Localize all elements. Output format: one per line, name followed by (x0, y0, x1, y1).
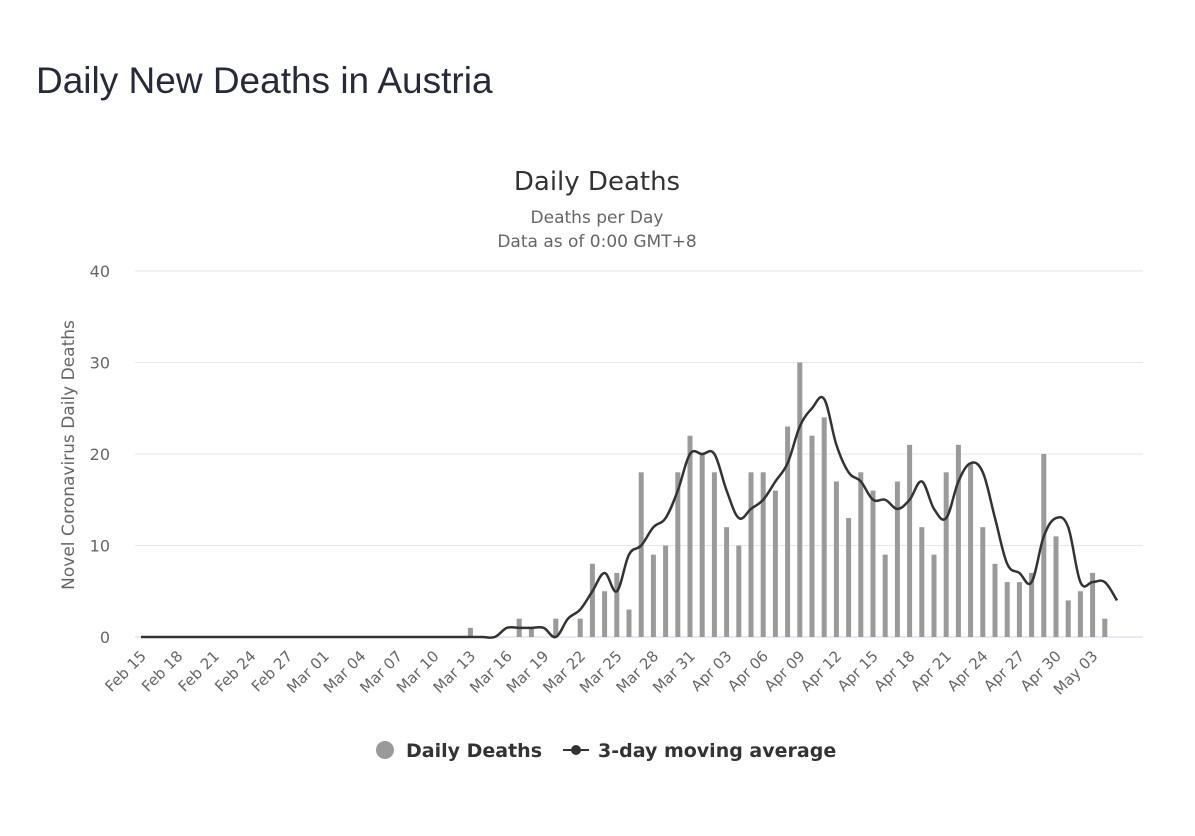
bar[interactable] (1065, 600, 1071, 637)
bar[interactable] (833, 481, 839, 637)
chart-subtitle-line-1: Deaths per Day (531, 208, 664, 228)
bar[interactable] (919, 527, 925, 637)
bar[interactable] (894, 481, 900, 637)
bar[interactable] (907, 444, 913, 637)
bar[interactable] (809, 435, 815, 637)
bar[interactable] (748, 472, 754, 637)
legend-label-moving-average: 3-day moving average (598, 740, 836, 762)
bar[interactable] (955, 444, 961, 637)
bar[interactable] (760, 472, 766, 637)
line-series (141, 395, 1119, 639)
chart-title: Daily Deaths (514, 167, 680, 197)
bar[interactable] (528, 627, 534, 637)
bar[interactable] (797, 362, 803, 638)
bar[interactable] (467, 627, 473, 637)
bar[interactable] (650, 554, 656, 637)
bar[interactable] (870, 490, 876, 637)
legend-item-moving-average[interactable]: 3-day moving average (563, 740, 836, 762)
bar[interactable] (724, 527, 730, 637)
bar[interactable] (1102, 618, 1108, 637)
y-tick-label: 20 (90, 445, 110, 464)
bar-series (467, 362, 1108, 638)
legend-marker-dot (571, 745, 581, 755)
bar[interactable] (1016, 582, 1022, 637)
bar[interactable] (1077, 591, 1083, 637)
bar[interactable] (736, 545, 742, 638)
bar[interactable] (614, 572, 620, 637)
bar[interactable] (1041, 454, 1047, 637)
bar[interactable] (1090, 572, 1096, 637)
bar[interactable] (638, 472, 644, 637)
bar[interactable] (711, 472, 717, 637)
bar[interactable] (882, 554, 888, 637)
bar[interactable] (589, 563, 595, 637)
bar[interactable] (687, 435, 693, 637)
y-tick-label: 10 (90, 537, 110, 556)
chart-subtitle-line-2: Data as of 0:00 GMT+8 (497, 232, 696, 252)
bar[interactable] (846, 518, 852, 637)
bar[interactable] (992, 563, 998, 637)
legend-marker-bar (376, 741, 394, 759)
bar[interactable] (1004, 582, 1010, 637)
bar[interactable] (968, 463, 974, 637)
y-axis-label: Novel Coronavirus Daily Deaths (59, 320, 79, 590)
y-axis-ticks: 0 10 20 30 40 (90, 262, 110, 647)
legend-item-daily-deaths[interactable]: Daily Deaths (376, 740, 542, 762)
page-title: Daily New Deaths in Austria (36, 60, 493, 101)
bar[interactable] (1053, 536, 1059, 637)
bar[interactable] (858, 472, 864, 637)
bar[interactable] (675, 472, 681, 637)
legend: Daily Deaths 3-day moving average (376, 740, 836, 762)
bar[interactable] (553, 618, 559, 637)
bar[interactable] (980, 527, 986, 637)
bar[interactable] (785, 426, 791, 637)
bar[interactable] (663, 545, 669, 638)
bar[interactable] (1029, 572, 1035, 637)
bar[interactable] (626, 609, 632, 637)
y-tick-label: 40 (90, 262, 110, 281)
y-tick-label: 0 (100, 628, 110, 647)
bar[interactable] (602, 591, 608, 637)
bar[interactable] (699, 454, 705, 637)
bar[interactable] (772, 490, 778, 637)
y-tick-label: 30 (90, 354, 110, 373)
bar[interactable] (931, 554, 937, 637)
bar[interactable] (577, 618, 583, 637)
bar[interactable] (821, 417, 827, 637)
legend-label-daily-deaths: Daily Deaths (406, 740, 542, 762)
moving-average-line[interactable] (141, 395, 1119, 639)
bar[interactable] (943, 472, 949, 637)
